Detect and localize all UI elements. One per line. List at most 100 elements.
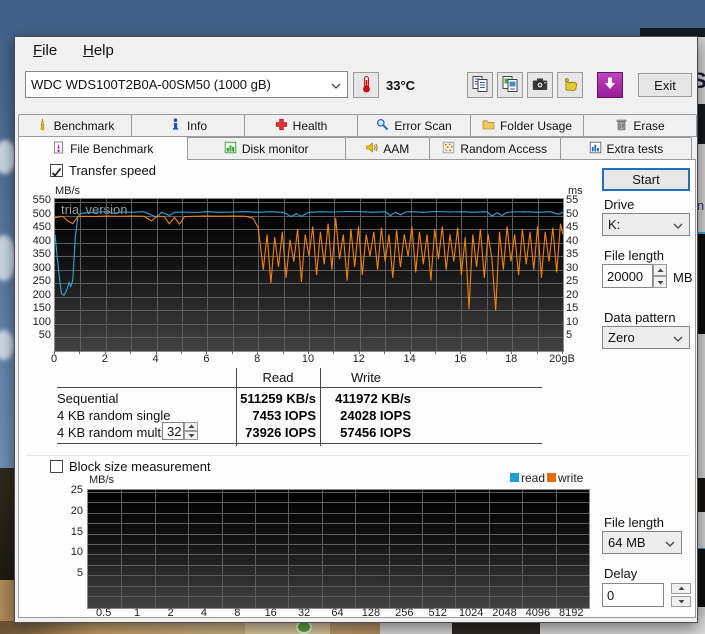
block-size-label: Block size measurement <box>69 459 211 474</box>
exit-button[interactable]: Exit <box>638 73 692 97</box>
transfer-speed-checkbox[interactable] <box>50 164 63 177</box>
menu-help[interactable]: Help <box>83 42 114 59</box>
folder-usage-icon <box>482 118 495 134</box>
legend-write-swatch <box>547 473 556 482</box>
tab-erase[interactable]: Erase <box>583 114 697 137</box>
chart1-x-axis-label: 6 <box>203 353 210 365</box>
tab-label: Erase <box>633 118 665 133</box>
file-length-down-button[interactable] <box>653 276 667 288</box>
legend-read-label: read <box>521 471 546 485</box>
chart1-y-axis-label: 350 <box>32 248 51 261</box>
random-multi-write-value: 57456 IOPS <box>340 425 411 440</box>
hand-button[interactable] <box>557 72 583 98</box>
chart1-right-axis-label: 50 <box>566 207 579 220</box>
tab-random-access[interactable]: Random Access <box>428 137 561 160</box>
chart1-y-axis-label: 550 <box>32 193 51 206</box>
data-pattern-dropdown[interactable]: Zero <box>602 326 690 349</box>
copy-image-button[interactable] <box>497 72 523 98</box>
tab-aam[interactable]: AAM <box>344 137 430 160</box>
tab-extra-tests[interactable]: Extra tests <box>559 137 692 160</box>
hdtune-window: File Help WDC WDS100T2B0A-00SM50 (1000 g… <box>14 36 698 623</box>
delay-down-button[interactable] <box>671 596 691 607</box>
chart1-x-axis-label: 16 <box>454 353 467 365</box>
queue-depth-down-button[interactable] <box>184 431 198 440</box>
chart1-right-unit: ms <box>568 185 583 197</box>
queue-depth-value[interactable]: 32 <box>162 422 184 440</box>
delay-value[interactable]: 0 <box>602 583 664 607</box>
start-button[interactable]: Start <box>602 168 690 191</box>
tab-info[interactable]: Info <box>131 114 245 137</box>
tab-disk-monitor[interactable]: Disk monitor <box>186 137 346 160</box>
chart1-x-tick <box>537 351 538 354</box>
chart2-x-axis-label: 64 <box>331 607 344 619</box>
chart1-x-tick <box>130 351 131 354</box>
menu-file[interactable]: File <box>33 42 58 59</box>
chart1-x-tick <box>562 351 563 354</box>
chart1-x-tick <box>257 351 258 354</box>
chart1-x-tick <box>359 351 360 354</box>
chart1-x-tick <box>384 351 385 354</box>
chart1-right-axis-label: 10 <box>566 315 579 328</box>
info-icon <box>169 117 182 134</box>
file-length-value[interactable]: 20000 <box>602 264 653 288</box>
chart1-right-axis-label: 55 <box>566 193 579 206</box>
tab-error-scan[interactable]: Error Scan <box>357 114 471 137</box>
temperature-button[interactable] <box>353 72 379 98</box>
file-length2-dropdown[interactable]: 64 MB <box>602 531 682 554</box>
check-icon <box>51 167 62 177</box>
file-length-label: File length <box>604 248 664 263</box>
chevron-down-icon <box>665 535 675 550</box>
tab-folder-usage[interactable]: Folder Usage <box>470 114 584 137</box>
chart1-right-axis-label: 40 <box>566 234 579 247</box>
random-single-read-value: 7453 IOPS <box>252 408 316 423</box>
chart1-x-axis-label: 0 <box>50 353 58 365</box>
delay-up-button[interactable] <box>671 583 691 594</box>
drive-selector[interactable]: WDC WDS100T2B0A-00SM50 (1000 gB) <box>25 71 348 98</box>
tab-file-benchmark[interactable]: File Benchmark <box>18 136 188 160</box>
chart1-x-axis-label: 2 <box>101 353 108 365</box>
chart1-x-tick <box>460 351 461 354</box>
tab-label: File Benchmark <box>70 141 154 156</box>
row-label-random-multi: 4 KB random multi <box>57 425 164 440</box>
row-label-sequential: Sequential <box>57 391 119 406</box>
block-size-checkbox[interactable] <box>50 460 63 473</box>
copy-text-button[interactable] <box>467 72 493 98</box>
copy-image-icon <box>501 75 519 96</box>
chart1-y-axis-label: 150 <box>32 302 51 315</box>
save-button[interactable] <box>597 72 623 98</box>
background-window-text-in: in <box>694 198 705 213</box>
chart1-x-axis-label: 14 <box>403 353 416 365</box>
tab-benchmark[interactable]: Benchmark <box>18 114 132 137</box>
camera-button[interactable] <box>527 72 553 98</box>
background-window-titlebar <box>640 28 705 37</box>
chart2-x-axis-label: 8 <box>234 607 241 619</box>
drive-dropdown[interactable]: K: <box>602 213 690 236</box>
queue-depth-up-button[interactable] <box>184 422 198 431</box>
cloud <box>0 235 16 281</box>
cloud <box>0 140 16 174</box>
file-length-stepper[interactable]: 20000 <box>602 264 667 288</box>
chart2-x-axis-label: 256 <box>395 607 414 619</box>
chart1-y-axis-label: 250 <box>32 275 51 288</box>
desktop-sand-patch <box>245 622 330 634</box>
chart2-x-axis-label: 128 <box>361 607 381 619</box>
file-length-unit: MB <box>673 270 693 285</box>
chart1-y-axis-label: 300 <box>32 261 51 274</box>
chart1-x-tick <box>79 351 80 354</box>
drive-label: Drive <box>604 197 635 212</box>
chart2-y-axis-label: 20 <box>70 504 83 517</box>
copy-text-icon <box>471 75 489 96</box>
tab-row-2: File Benchmark Disk monitor AAM Random A… <box>18 136 696 160</box>
sequential-write-value: 411972 KB/s <box>335 391 411 406</box>
chart2-y-axis-label: 15 <box>70 525 83 538</box>
tab-label: Extra tests <box>606 141 664 156</box>
table-bottom-line <box>57 443 542 444</box>
chart2-x-axis-label: 0.5 <box>96 607 112 619</box>
chart1-x-tick <box>105 351 106 354</box>
tab-health[interactable]: Health <box>244 114 358 137</box>
chart1-x-axis-label: 10 <box>301 353 315 365</box>
tab-row-1: Benchmark Info Health Error Scan Folder … <box>18 114 697 137</box>
queue-depth-stepper[interactable]: 32 <box>162 422 198 440</box>
chart2-y-axis-label: 10 <box>70 546 83 559</box>
file-length-up-button[interactable] <box>653 264 667 276</box>
